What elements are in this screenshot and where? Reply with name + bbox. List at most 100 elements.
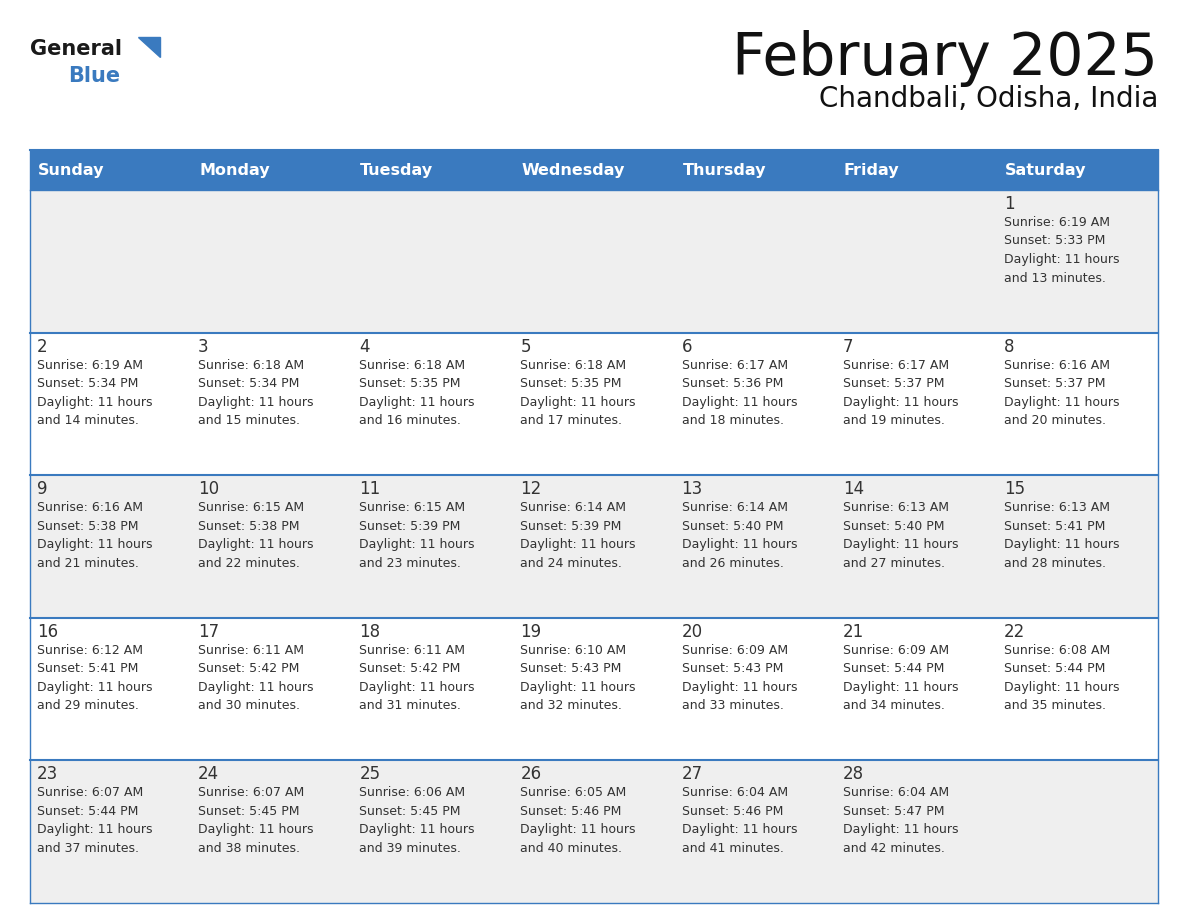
Bar	[191, 476, 353, 618]
Text: Sunrise: 6:16 AM
Sunset: 5:37 PM
Daylight: 11 hours
and 20 minutes.: Sunrise: 6:16 AM Sunset: 5:37 PM Dayligh…	[1004, 359, 1119, 427]
Text: Sunrise: 6:15 AM
Sunset: 5:38 PM
Daylight: 11 hours
and 22 minutes.: Sunrise: 6:15 AM Sunset: 5:38 PM Dayligh…	[198, 501, 314, 570]
Text: 26: 26	[520, 766, 542, 783]
Bar	[835, 190, 997, 332]
Text: Sunrise: 6:19 AM
Sunset: 5:33 PM
Daylight: 11 hours
and 13 minutes.: Sunrise: 6:19 AM Sunset: 5:33 PM Dayligh…	[1004, 216, 1119, 285]
Text: 18: 18	[359, 622, 380, 641]
Bar	[191, 190, 353, 332]
Text: 12: 12	[520, 480, 542, 498]
Text: 2: 2	[37, 338, 48, 355]
Text: 1: 1	[1004, 195, 1015, 213]
Text: 25: 25	[359, 766, 380, 783]
Text: Thursday: Thursday	[683, 162, 766, 177]
Bar	[513, 190, 675, 332]
Text: Sunrise: 6:18 AM
Sunset: 5:34 PM
Daylight: 11 hours
and 15 minutes.: Sunrise: 6:18 AM Sunset: 5:34 PM Dayligh…	[198, 359, 314, 427]
Bar	[997, 476, 1158, 618]
Text: Sunrise: 6:07 AM
Sunset: 5:44 PM
Daylight: 11 hours
and 37 minutes.: Sunrise: 6:07 AM Sunset: 5:44 PM Dayligh…	[37, 787, 152, 855]
Text: Friday: Friday	[843, 162, 899, 177]
Bar	[513, 476, 675, 618]
Text: Chandbali, Odisha, India: Chandbali, Odisha, India	[819, 85, 1158, 113]
Bar	[30, 476, 191, 618]
Bar	[997, 332, 1158, 476]
Text: 24: 24	[198, 766, 220, 783]
Bar	[30, 760, 191, 903]
Text: 16: 16	[37, 622, 58, 641]
Text: 3: 3	[198, 338, 209, 355]
Text: Sunrise: 6:07 AM
Sunset: 5:45 PM
Daylight: 11 hours
and 38 minutes.: Sunrise: 6:07 AM Sunset: 5:45 PM Dayligh…	[198, 787, 314, 855]
Text: 8: 8	[1004, 338, 1015, 355]
Bar	[353, 190, 513, 332]
Bar	[191, 760, 353, 903]
Text: 13: 13	[682, 480, 703, 498]
Text: Sunrise: 6:13 AM
Sunset: 5:40 PM
Daylight: 11 hours
and 27 minutes.: Sunrise: 6:13 AM Sunset: 5:40 PM Dayligh…	[842, 501, 959, 570]
Text: 28: 28	[842, 766, 864, 783]
Bar	[191, 332, 353, 476]
Text: General: General	[30, 39, 122, 59]
Text: 5: 5	[520, 338, 531, 355]
Text: Sunrise: 6:14 AM
Sunset: 5:39 PM
Daylight: 11 hours
and 24 minutes.: Sunrise: 6:14 AM Sunset: 5:39 PM Dayligh…	[520, 501, 636, 570]
Text: 23: 23	[37, 766, 58, 783]
Text: 19: 19	[520, 622, 542, 641]
Text: February 2025: February 2025	[732, 30, 1158, 87]
Text: Sunrise: 6:16 AM
Sunset: 5:38 PM
Daylight: 11 hours
and 21 minutes.: Sunrise: 6:16 AM Sunset: 5:38 PM Dayligh…	[37, 501, 152, 570]
Bar	[675, 760, 835, 903]
Text: Sunrise: 6:12 AM
Sunset: 5:41 PM
Daylight: 11 hours
and 29 minutes.: Sunrise: 6:12 AM Sunset: 5:41 PM Dayligh…	[37, 644, 152, 712]
Text: 15: 15	[1004, 480, 1025, 498]
Text: Wednesday: Wednesday	[522, 162, 625, 177]
Text: 22: 22	[1004, 622, 1025, 641]
Bar	[353, 618, 513, 760]
Text: Sunrise: 6:10 AM
Sunset: 5:43 PM
Daylight: 11 hours
and 32 minutes.: Sunrise: 6:10 AM Sunset: 5:43 PM Dayligh…	[520, 644, 636, 712]
Text: Monday: Monday	[200, 162, 270, 177]
Text: Tuesday: Tuesday	[360, 162, 434, 177]
Bar	[191, 618, 353, 760]
Bar	[675, 618, 835, 760]
Bar	[30, 332, 191, 476]
Bar	[513, 332, 675, 476]
Bar	[353, 760, 513, 903]
Text: 14: 14	[842, 480, 864, 498]
Bar	[353, 476, 513, 618]
Text: Sunrise: 6:08 AM
Sunset: 5:44 PM
Daylight: 11 hours
and 35 minutes.: Sunrise: 6:08 AM Sunset: 5:44 PM Dayligh…	[1004, 644, 1119, 712]
Bar	[835, 332, 997, 476]
Bar	[835, 618, 997, 760]
Text: Sunrise: 6:04 AM
Sunset: 5:46 PM
Daylight: 11 hours
and 41 minutes.: Sunrise: 6:04 AM Sunset: 5:46 PM Dayligh…	[682, 787, 797, 855]
Text: Sunrise: 6:15 AM
Sunset: 5:39 PM
Daylight: 11 hours
and 23 minutes.: Sunrise: 6:15 AM Sunset: 5:39 PM Dayligh…	[359, 501, 475, 570]
Text: Sunrise: 6:14 AM
Sunset: 5:40 PM
Daylight: 11 hours
and 26 minutes.: Sunrise: 6:14 AM Sunset: 5:40 PM Dayligh…	[682, 501, 797, 570]
Bar	[997, 190, 1158, 332]
Bar	[997, 760, 1158, 903]
Text: Blue: Blue	[68, 66, 120, 86]
Text: Sunrise: 6:09 AM
Sunset: 5:44 PM
Daylight: 11 hours
and 34 minutes.: Sunrise: 6:09 AM Sunset: 5:44 PM Dayligh…	[842, 644, 959, 712]
Text: 27: 27	[682, 766, 702, 783]
Bar	[675, 190, 835, 332]
Text: Sunrise: 6:19 AM
Sunset: 5:34 PM
Daylight: 11 hours
and 14 minutes.: Sunrise: 6:19 AM Sunset: 5:34 PM Dayligh…	[37, 359, 152, 427]
Text: 4: 4	[359, 338, 369, 355]
Text: Sunrise: 6:04 AM
Sunset: 5:47 PM
Daylight: 11 hours
and 42 minutes.: Sunrise: 6:04 AM Sunset: 5:47 PM Dayligh…	[842, 787, 959, 855]
Text: Saturday: Saturday	[1005, 162, 1086, 177]
Bar	[30, 150, 1158, 190]
Bar	[835, 760, 997, 903]
Text: Sunrise: 6:11 AM
Sunset: 5:42 PM
Daylight: 11 hours
and 31 minutes.: Sunrise: 6:11 AM Sunset: 5:42 PM Dayligh…	[359, 644, 475, 712]
Text: 21: 21	[842, 622, 864, 641]
Bar	[30, 190, 191, 332]
Bar	[513, 760, 675, 903]
Text: 11: 11	[359, 480, 380, 498]
Text: Sunrise: 6:06 AM
Sunset: 5:45 PM
Daylight: 11 hours
and 39 minutes.: Sunrise: 6:06 AM Sunset: 5:45 PM Dayligh…	[359, 787, 475, 855]
Text: Sunrise: 6:11 AM
Sunset: 5:42 PM
Daylight: 11 hours
and 30 minutes.: Sunrise: 6:11 AM Sunset: 5:42 PM Dayligh…	[198, 644, 314, 712]
Bar	[997, 618, 1158, 760]
Text: 9: 9	[37, 480, 48, 498]
Text: Sunrise: 6:09 AM
Sunset: 5:43 PM
Daylight: 11 hours
and 33 minutes.: Sunrise: 6:09 AM Sunset: 5:43 PM Dayligh…	[682, 644, 797, 712]
Bar	[675, 476, 835, 618]
Text: Sunrise: 6:17 AM
Sunset: 5:37 PM
Daylight: 11 hours
and 19 minutes.: Sunrise: 6:17 AM Sunset: 5:37 PM Dayligh…	[842, 359, 959, 427]
Bar	[513, 618, 675, 760]
Text: 6: 6	[682, 338, 693, 355]
Text: Sunrise: 6:18 AM
Sunset: 5:35 PM
Daylight: 11 hours
and 17 minutes.: Sunrise: 6:18 AM Sunset: 5:35 PM Dayligh…	[520, 359, 636, 427]
Polygon shape	[138, 37, 160, 57]
Bar	[835, 476, 997, 618]
Text: 17: 17	[198, 622, 220, 641]
Text: 20: 20	[682, 622, 702, 641]
Bar	[30, 618, 191, 760]
Text: Sunday: Sunday	[38, 162, 105, 177]
Bar	[353, 332, 513, 476]
Text: Sunrise: 6:13 AM
Sunset: 5:41 PM
Daylight: 11 hours
and 28 minutes.: Sunrise: 6:13 AM Sunset: 5:41 PM Dayligh…	[1004, 501, 1119, 570]
Text: Sunrise: 6:05 AM
Sunset: 5:46 PM
Daylight: 11 hours
and 40 minutes.: Sunrise: 6:05 AM Sunset: 5:46 PM Dayligh…	[520, 787, 636, 855]
Text: 7: 7	[842, 338, 853, 355]
